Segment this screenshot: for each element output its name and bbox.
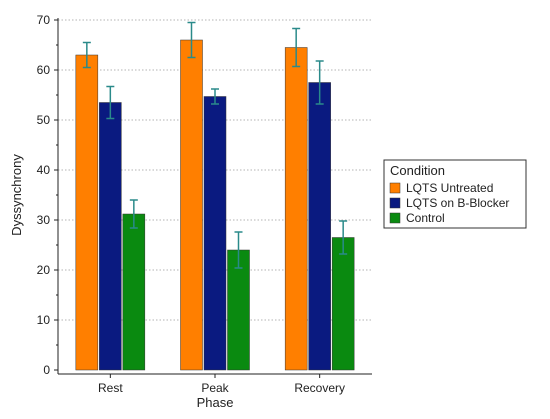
y-axis-ticks: 0 10 20 30 40 50 60 70 bbox=[37, 13, 58, 377]
legend-swatch bbox=[389, 212, 401, 224]
x-tick-label: Rest bbox=[98, 381, 123, 395]
bar-lqts-untreated-peak bbox=[180, 39, 203, 371]
bar-lqts-on-b-blocker-peak bbox=[203, 96, 227, 371]
bar-lqts-untreated-recovery bbox=[284, 47, 308, 371]
bar-lqts-untreated-rest bbox=[75, 54, 99, 371]
bar-control-rest bbox=[122, 213, 146, 371]
y-tick-label: 50 bbox=[37, 113, 51, 127]
y-tick-label: 60 bbox=[37, 63, 51, 77]
legend-title: Condition bbox=[390, 163, 445, 178]
x-axis-title: Phase bbox=[197, 395, 234, 410]
legend-swatch bbox=[389, 197, 401, 209]
legend-box bbox=[383, 159, 527, 229]
x-tick-label: Recovery bbox=[294, 381, 345, 395]
legend-label: Control bbox=[406, 211, 445, 225]
bar-control-recovery bbox=[331, 237, 355, 371]
y-tick-label: 20 bbox=[37, 263, 51, 277]
y-axis-title: Dyssynchrony bbox=[9, 154, 24, 236]
bar-lqts-on-b-blocker-rest bbox=[99, 102, 122, 371]
y-tick-label: 70 bbox=[37, 13, 51, 27]
y-tick-label: 30 bbox=[37, 213, 51, 227]
x-tick-label: Peak bbox=[201, 381, 229, 395]
bar-lqts-on-b-blocker-recovery bbox=[308, 82, 331, 371]
legend-label: LQTS Untreated bbox=[406, 181, 493, 195]
y-tick-label: 0 bbox=[43, 363, 50, 377]
y-tick-label: 40 bbox=[37, 163, 51, 177]
legend-swatch bbox=[389, 182, 401, 194]
x-axis-ticks: Rest Peak Recovery bbox=[98, 374, 345, 395]
legend-label: LQTS on B-Blocker bbox=[406, 196, 509, 210]
y-tick-label: 10 bbox=[37, 313, 51, 327]
bars bbox=[75, 39, 355, 371]
error-bars bbox=[82, 21, 348, 269]
